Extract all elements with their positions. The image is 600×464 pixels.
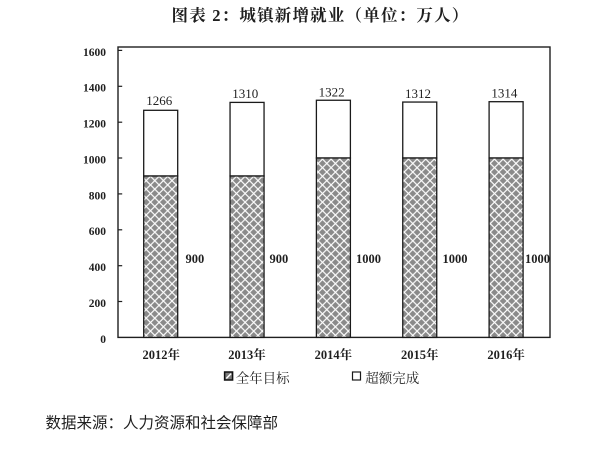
svg-text:900: 900 — [186, 252, 205, 266]
svg-text:1314: 1314 — [491, 86, 518, 101]
svg-text:1322: 1322 — [319, 85, 345, 100]
svg-text:400: 400 — [89, 262, 107, 274]
svg-text:1312: 1312 — [405, 86, 431, 101]
svg-text:2014年: 2014年 — [315, 347, 353, 362]
svg-text:数据来源：人力资源和社会保障部: 数据来源：人力资源和社会保障部 — [46, 414, 279, 432]
svg-text:1000: 1000 — [356, 252, 381, 266]
svg-text:200: 200 — [89, 298, 107, 310]
svg-text:2016年: 2016年 — [487, 347, 525, 362]
svg-text:图表 2：城镇新增就业（单位：万人）: 图表 2：城镇新增就业（单位：万人） — [172, 5, 470, 25]
svg-text:600: 600 — [89, 226, 107, 238]
svg-text:1000: 1000 — [525, 252, 550, 266]
svg-text:1000: 1000 — [443, 252, 468, 266]
svg-text:900: 900 — [270, 252, 289, 266]
svg-text:800: 800 — [89, 190, 107, 202]
svg-text:1200: 1200 — [83, 119, 106, 131]
svg-text:超额完成: 超额完成 — [365, 370, 419, 386]
svg-text:1400: 1400 — [83, 83, 106, 95]
svg-text:全年目标: 全年目标 — [236, 370, 290, 386]
svg-text:0: 0 — [100, 334, 106, 346]
svg-text:2013年: 2013年 — [228, 347, 266, 362]
svg-text:1000: 1000 — [83, 154, 106, 166]
svg-text:2015年: 2015年 — [401, 347, 439, 362]
svg-text:1310: 1310 — [232, 86, 258, 101]
svg-text:2012年: 2012年 — [142, 347, 180, 362]
svg-text:1600: 1600 — [83, 47, 106, 59]
svg-text:1266: 1266 — [146, 93, 173, 108]
